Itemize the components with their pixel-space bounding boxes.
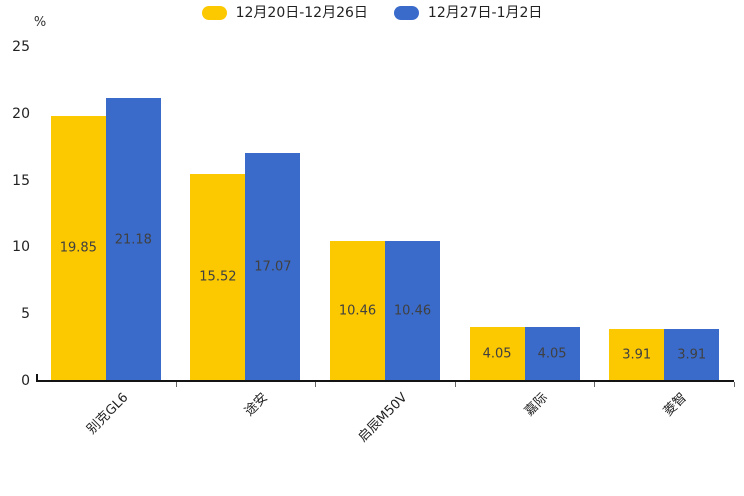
legend-item-label: 12月27日-1月2日 xyxy=(427,5,543,21)
bar-12月20日-12月26日-启辰M50V xyxy=(330,241,385,381)
bar-value-label: 19.85 xyxy=(59,240,97,256)
bar-12月27日-1月2日-嘉际 xyxy=(524,326,580,381)
x-axis-category-label: 启辰M50V xyxy=(355,390,411,446)
chart-legend: 12月20日-12月26日 12月27日-1月2日 xyxy=(0,6,744,20)
y-axis-tick-label: 20 xyxy=(12,105,30,122)
y-axis-tick-label: 5 xyxy=(21,306,30,323)
y-axis-tick-label: 0 xyxy=(21,373,30,389)
legend-swatch-icon xyxy=(393,6,419,20)
x-axis-tick xyxy=(315,382,317,387)
legend-item-1[interactable]: 12月27日-1月2日 xyxy=(393,5,543,21)
legend-item-0[interactable]: 12月20日-12月26日 xyxy=(201,5,368,21)
bar-12月20日-12月26日-别克GL6 xyxy=(50,115,106,381)
legend-item-label: 12月20日-12月26日 xyxy=(235,5,368,21)
bar-value-label: 17.07 xyxy=(254,259,292,275)
bar-value-label: 10.46 xyxy=(338,303,377,319)
bar-value-label: 4.05 xyxy=(537,346,567,362)
bar-value-label: 10.46 xyxy=(393,303,432,319)
bar-12月20日-12月26日-嘉际 xyxy=(469,326,525,381)
x-axis-tick xyxy=(454,382,456,387)
bar-value-label: 4.05 xyxy=(482,346,512,362)
x-axis-category-label: 嘉际 xyxy=(521,390,551,420)
x-axis-tick xyxy=(734,382,735,387)
bar-12月20日-12月26日-途安 xyxy=(190,173,246,381)
legend-swatch-icon xyxy=(201,6,227,20)
bar-12月27日-1月2日-菱智 xyxy=(664,328,720,381)
y-axis-tick-label: 15 xyxy=(12,172,30,189)
x-axis-category-label: 途安 xyxy=(242,390,272,420)
x-axis-category-label: 别克GL6 xyxy=(84,390,132,438)
y-axis-unit-label: % xyxy=(33,15,47,30)
x-axis-tick xyxy=(594,382,596,387)
y-axis-stub xyxy=(36,374,38,381)
bar-value-label: 3.91 xyxy=(622,347,652,363)
y-axis-tick-label: 25 xyxy=(12,39,30,55)
y-axis-tick-label: 10 xyxy=(12,239,30,256)
x-axis-category-label: 菱智 xyxy=(661,390,691,420)
bar-12月27日-1月2日-启辰M50V xyxy=(385,241,440,381)
bar-value-label: 21.18 xyxy=(114,232,152,248)
bar-12月20日-12月26日-菱智 xyxy=(609,328,665,381)
x-axis-line xyxy=(36,380,734,382)
bar-12月27日-1月2日-途安 xyxy=(245,152,301,381)
bar-12月27日-1月2日-别克GL6 xyxy=(105,98,161,381)
x-axis-tick xyxy=(175,382,177,387)
bar-value-label: 15.52 xyxy=(199,269,237,285)
bar-value-label: 3.91 xyxy=(677,347,707,363)
